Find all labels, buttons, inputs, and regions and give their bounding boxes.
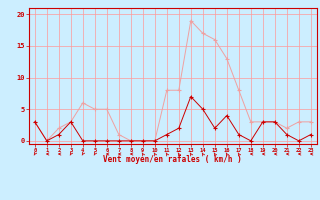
X-axis label: Vent moyen/en rafales ( km/h ): Vent moyen/en rafales ( km/h ) [103, 155, 242, 164]
